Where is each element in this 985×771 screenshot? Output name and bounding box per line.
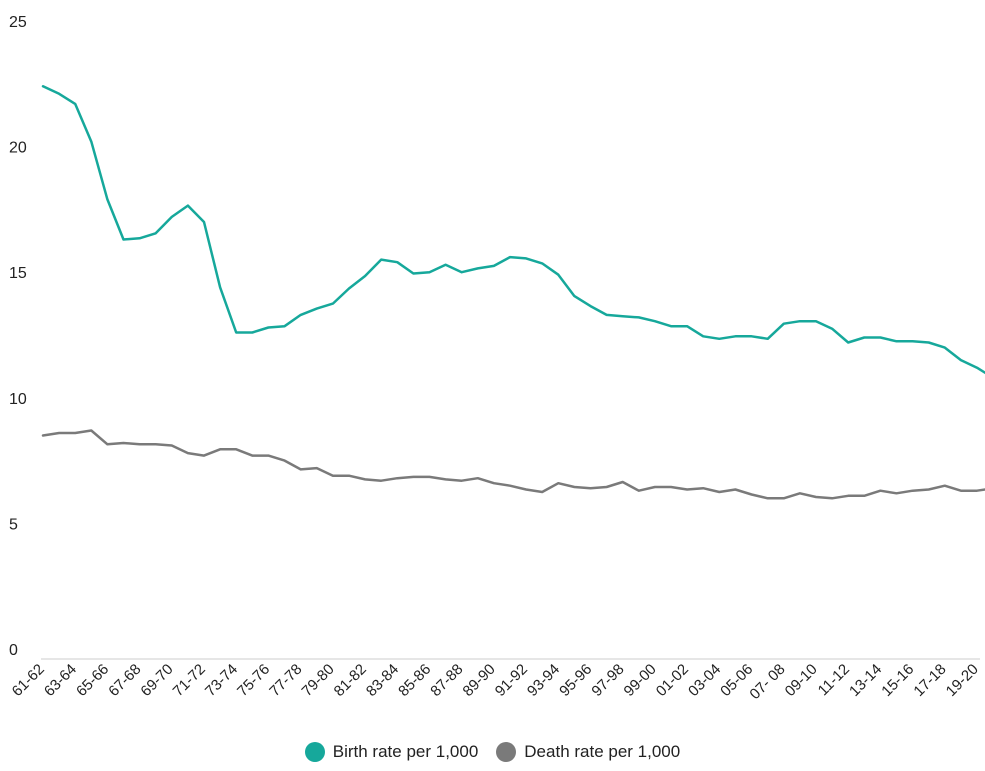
x-tick-label: 67-68	[105, 661, 144, 700]
x-tick-label: 87-88	[427, 661, 466, 700]
x-tick-label: 83-84	[363, 661, 402, 700]
x-tick-label: 77-78	[266, 661, 305, 700]
legend-label-birth-rate: Birth rate per 1,000	[332, 742, 479, 761]
legend-item-death-rate[interactable]: Death rate per 1,000	[496, 742, 680, 762]
x-tick-label: 89-90	[460, 661, 499, 700]
x-tick-label: 97-98	[588, 661, 627, 700]
legend-item-birth-rate[interactable]: Birth rate per 1,000	[304, 742, 479, 762]
death-rate-line	[41, 429, 985, 500]
legend-label-death-rate: Death rate per 1,000	[524, 742, 681, 761]
series-lines	[41, 85, 985, 500]
x-tick-label: 73-74	[202, 661, 241, 700]
x-tick-label: 65-66	[73, 661, 112, 700]
x-tick-label: 95-96	[556, 661, 595, 700]
x-tick-label: 15-16	[878, 661, 917, 700]
line-chart: 0 5 10 15 20 25 61-6263-6465-6667-6869-7071-7…	[9, 14, 985, 703]
birth-rate-line	[41, 85, 985, 375]
x-tick-label: 11-12	[815, 661, 853, 699]
x-tick-label: 13-14	[846, 661, 885, 700]
y-tick-label: 25	[9, 14, 27, 31]
y-tick-label: 20	[9, 140, 27, 157]
x-tick-label: 93-94	[524, 661, 563, 700]
x-tick-label: 19-20	[943, 661, 982, 700]
x-tick-label: 91-92	[492, 661, 531, 700]
x-tick-label: 09-10	[782, 661, 821, 700]
x-tick-label: 03-04	[685, 661, 724, 700]
x-tick-label: 63-64	[41, 661, 80, 700]
y-axis: 0 5 10 15 20 25	[9, 14, 27, 659]
x-tick-label: 61-62	[9, 661, 48, 700]
birth-rate-swatch-icon	[304, 742, 325, 762]
x-tick-label: 01-02	[653, 661, 692, 700]
x-tick-label: 69-70	[137, 661, 176, 700]
y-tick-label: 10	[9, 391, 27, 408]
y-tick-label: 5	[9, 516, 18, 533]
x-tick-label: 81-82	[331, 661, 370, 700]
death-rate-swatch-icon	[496, 742, 517, 762]
x-tick-label: 07- 08	[746, 661, 788, 703]
x-tick-label: 17-18	[910, 661, 949, 700]
x-tick-label: 75-76	[234, 661, 273, 700]
x-tick-label: 99-00	[621, 661, 660, 700]
x-tick-label: 85-86	[395, 661, 434, 700]
x-axis: 61-6263-6465-6667-6869-7071-7273-7475-76…	[9, 658, 982, 703]
y-tick-label: 15	[9, 265, 27, 282]
x-tick-label: 71-72	[170, 661, 209, 700]
y-tick-label: 0	[9, 642, 18, 659]
x-tick-label: 79-80	[299, 661, 338, 700]
legend: Birth rate per 1,000 Death rate per 1,00…	[0, 742, 985, 762]
